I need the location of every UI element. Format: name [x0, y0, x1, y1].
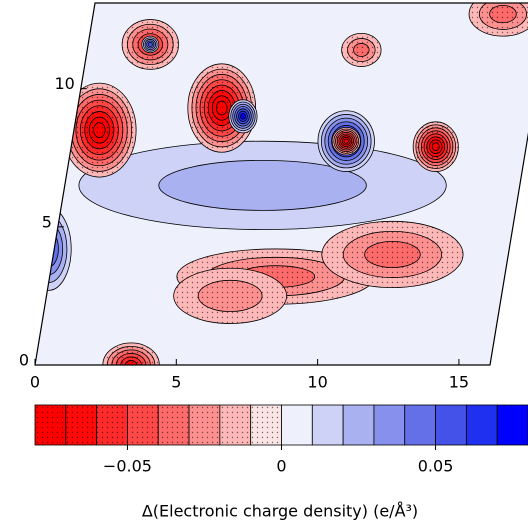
stipple — [216, 101, 228, 115]
stipple — [198, 280, 263, 312]
contour-band — [147, 42, 153, 47]
contour-blob — [468, 3, 528, 37]
contour-blob — [78, 140, 447, 230]
stipple — [189, 405, 220, 445]
contour-blob — [228, 99, 258, 134]
colorbar-cell — [496, 404, 528, 446]
stipple — [219, 405, 251, 445]
contour-blob — [141, 35, 160, 54]
stipple — [364, 241, 421, 268]
x-tick-label: 5 — [171, 373, 181, 392]
y-tick-label: 10 — [54, 74, 74, 93]
y-tick-label: 5 — [42, 212, 52, 231]
contour-blob — [321, 220, 464, 289]
x-tick-label: 0 — [30, 373, 40, 392]
stipple — [65, 405, 97, 445]
stipple — [250, 405, 282, 445]
stipple — [344, 139, 349, 144]
plot-area — [35, 3, 528, 365]
colorbar-cell — [404, 404, 436, 446]
contour-blob — [412, 121, 459, 172]
stipple — [35, 405, 66, 445]
colorbar-cell — [311, 404, 344, 446]
stipple — [96, 405, 128, 445]
stipple — [127, 405, 159, 445]
contour-band — [38, 230, 59, 268]
contour-band — [240, 112, 246, 120]
contour-blob — [331, 126, 361, 156]
stipple — [489, 5, 517, 23]
colorbar-tick-label: −0.05 — [103, 457, 152, 476]
colorbar-cell — [465, 404, 498, 446]
stipple — [353, 43, 370, 57]
contour-blob — [341, 32, 382, 67]
colorbar-tick-label: 0.05 — [418, 457, 454, 476]
y-tick-label: 0 — [19, 351, 29, 370]
stipple — [158, 405, 190, 445]
colorbar-cell — [342, 404, 375, 446]
contour-band — [158, 159, 367, 211]
cell-border — [34, 2, 528, 366]
colorbar-cell — [373, 404, 406, 446]
x-tick-label: 10 — [307, 373, 327, 392]
colorbar-label: Δ(Electronic charge density) (e/Å³) — [142, 502, 418, 521]
colorbar-cell — [281, 404, 313, 446]
stipple — [93, 122, 106, 138]
colorbar-tick-label: 0 — [276, 457, 286, 476]
x-tick-label: 15 — [449, 373, 469, 392]
stipple — [432, 142, 440, 151]
contour-blob — [62, 82, 137, 178]
colorbar-cell — [435, 404, 467, 446]
contour-blob — [173, 267, 288, 324]
